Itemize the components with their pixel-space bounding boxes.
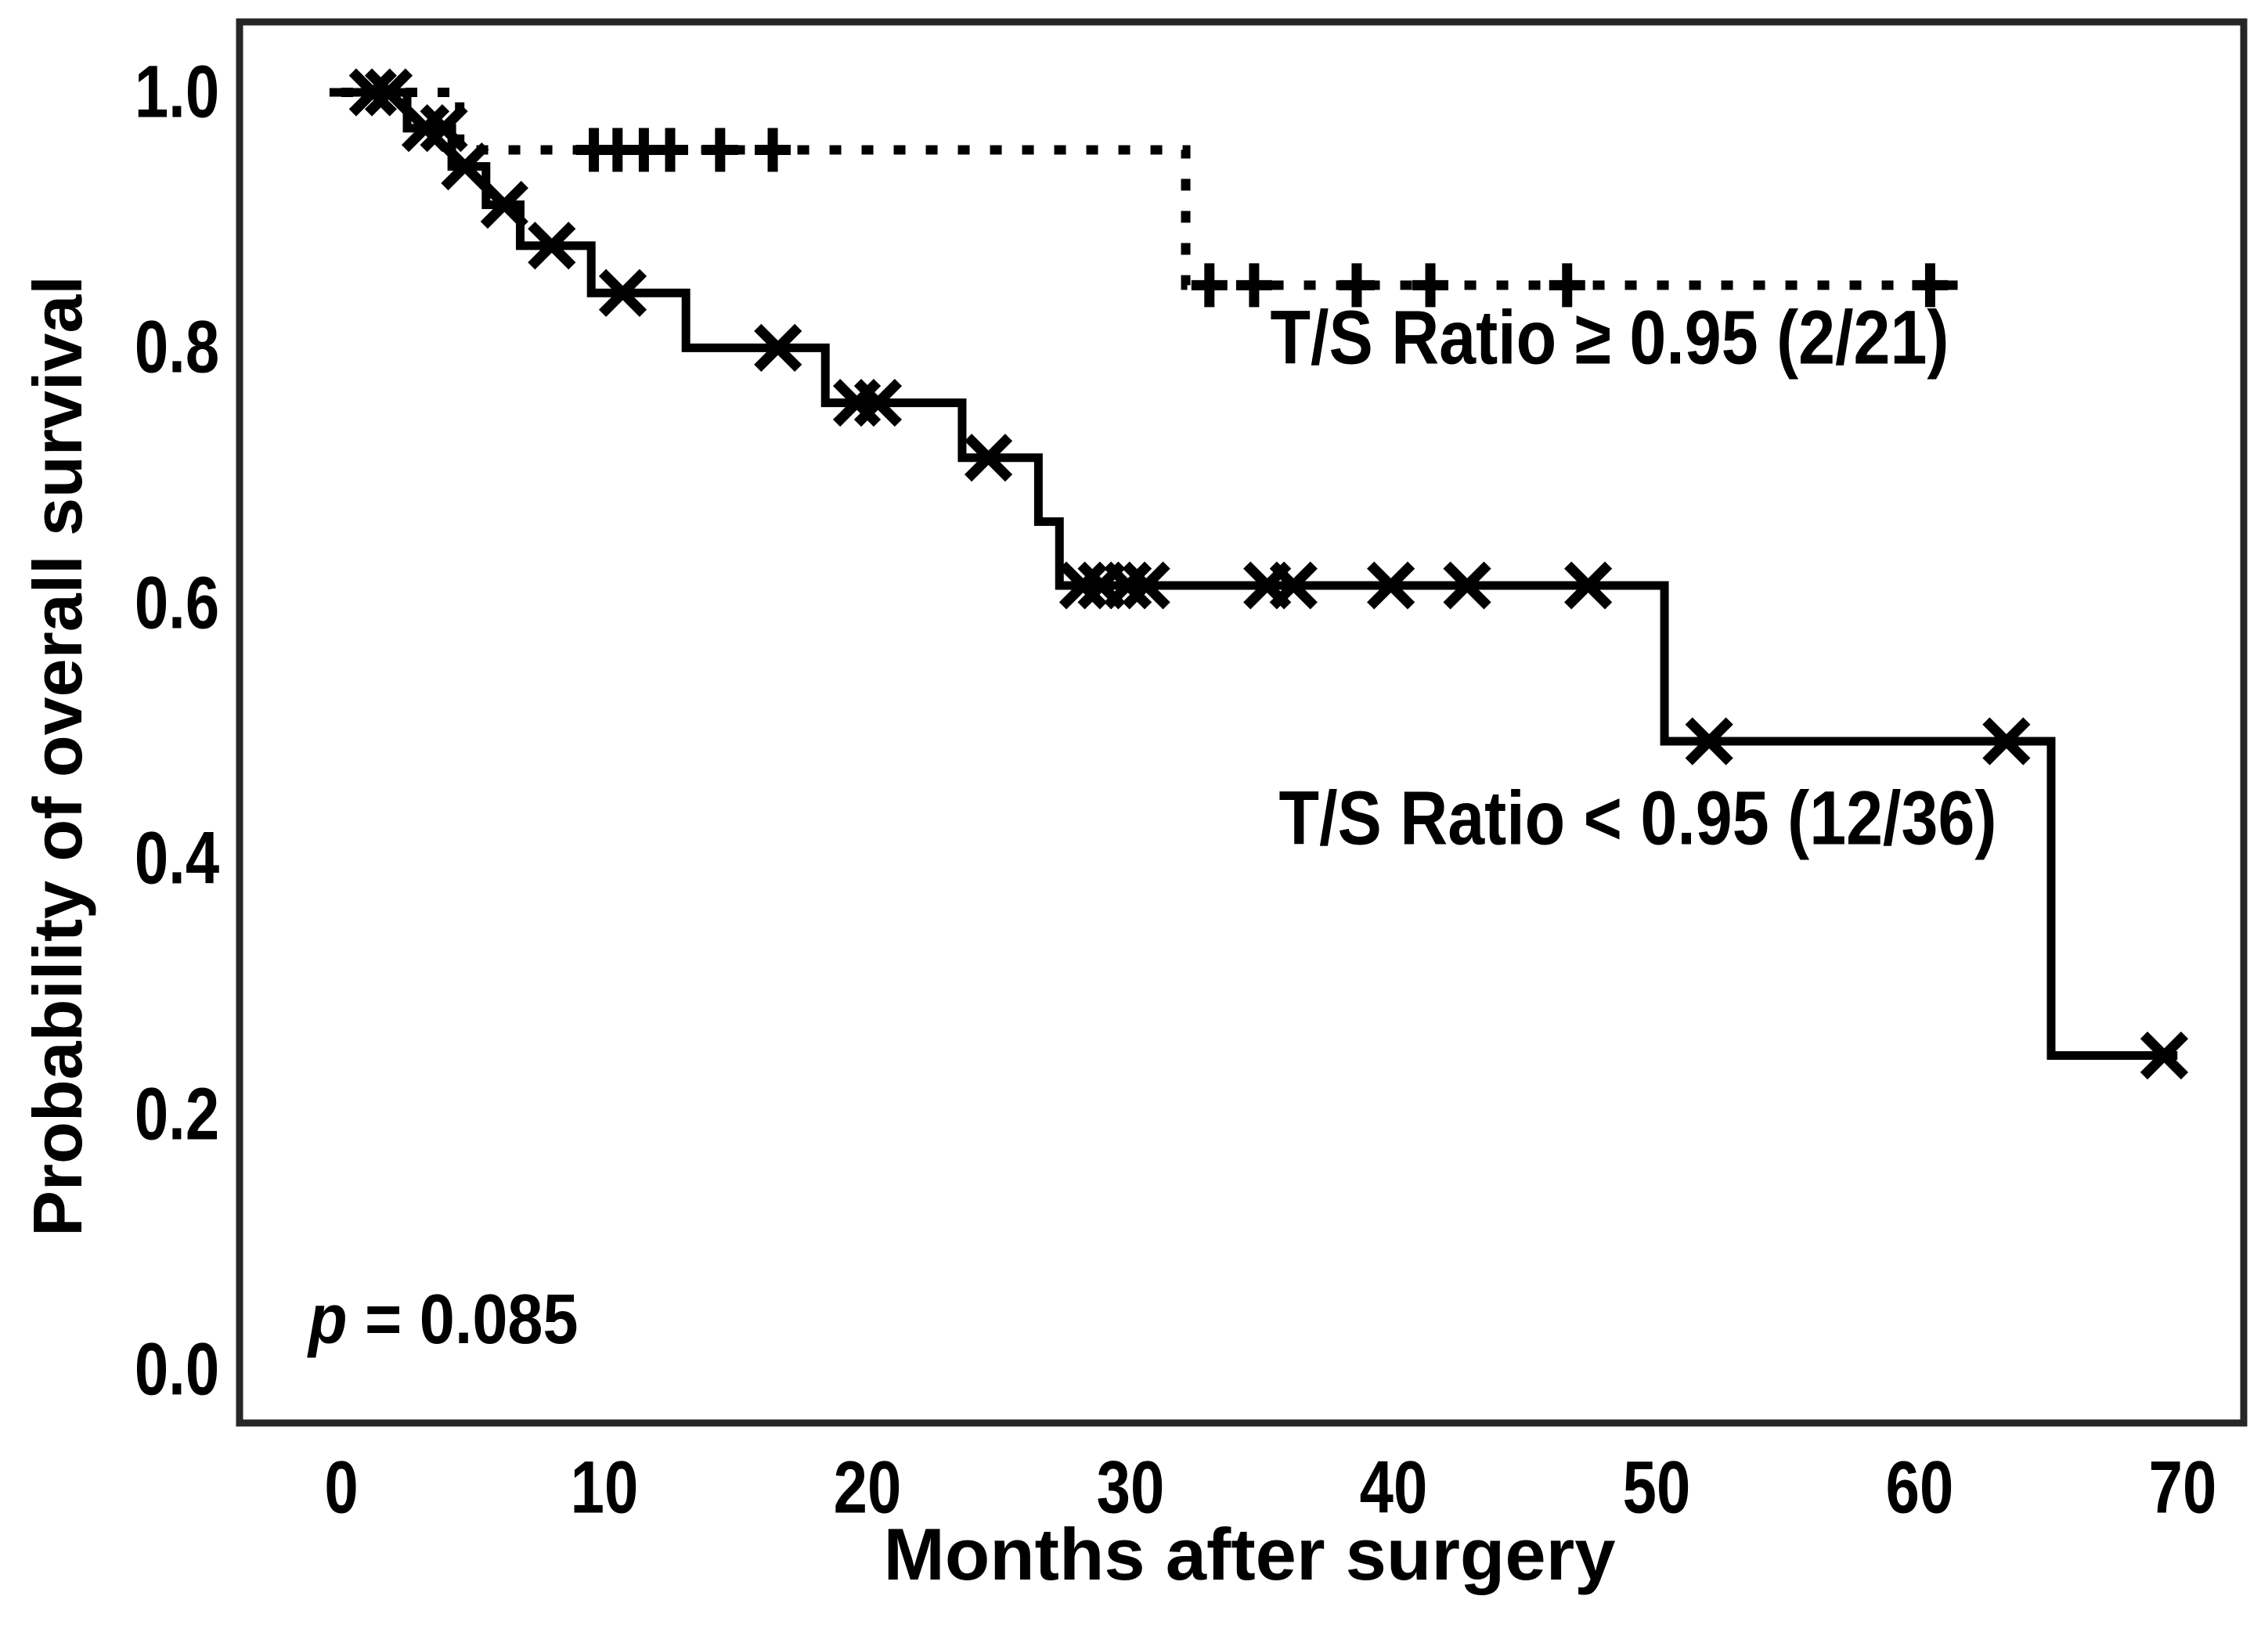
censor-x-mark (364, 68, 413, 117)
y-tick-label-0.2: 0.2 (134, 1072, 220, 1156)
censor-x-mark (1058, 561, 1108, 610)
y-tick-label-0.8: 0.8 (134, 305, 220, 389)
p-value-text: = 0.085 (347, 1281, 579, 1359)
censor-marks-low-ts-ratio (348, 68, 2189, 1080)
y-tick-label-0.6: 0.6 (134, 561, 220, 645)
censor-x-mark (441, 142, 489, 191)
x-tick-label-20: 20 (833, 1446, 902, 1529)
censor-x-mark (2140, 1031, 2189, 1080)
y-tick-label-0.4: 0.4 (134, 816, 220, 900)
censor-plus-mark (652, 128, 688, 172)
censor-x-mark (480, 181, 528, 229)
p-value-annotation: p = 0.085 (308, 1284, 579, 1355)
censor-x-mark (754, 323, 802, 372)
censor-plus-mark (1338, 263, 1375, 308)
series-label-low-ts-ratio: T/S Ratio < 0.95 (12/36) (1278, 775, 1997, 861)
x-tick-label-0: 0 (324, 1446, 359, 1529)
p-symbol: p (308, 1281, 348, 1359)
censor-x-mark (1443, 561, 1491, 610)
x-tick-label-30: 30 (1096, 1446, 1165, 1529)
km-curve-high-ts-ratio (341, 88, 1960, 290)
censor-marks-high-ts-ratio (575, 128, 1949, 308)
censor-plus-mark (701, 128, 738, 172)
censor-plus-mark (755, 128, 791, 172)
series-label-high-ts-ratio: T/S Ratio ≥ 0.95 (2/21) (1269, 294, 1949, 380)
censor-x-mark (528, 222, 576, 270)
censor-plus-mark (1412, 263, 1449, 308)
censor-plus-mark (1235, 263, 1272, 308)
censor-x-mark (420, 104, 468, 153)
censor-x-mark (1564, 561, 1613, 610)
censor-x-mark (1122, 561, 1170, 610)
censor-plus-mark (1549, 263, 1585, 308)
censor-x-mark (1269, 561, 1318, 610)
censor-x-mark (964, 434, 1013, 482)
censor-x-mark (598, 268, 647, 317)
censor-x-mark (853, 378, 903, 427)
censor-plus-mark (1912, 263, 1949, 308)
censor-x-mark (348, 68, 397, 117)
censor-x-mark (1104, 561, 1152, 610)
km-curve-low-ts-ratio (329, 88, 2178, 1061)
y-tick-label-1.0: 1.0 (134, 50, 220, 134)
x-tick-label-70: 70 (2148, 1446, 2217, 1529)
x-tick-label-10: 10 (570, 1446, 639, 1529)
y-tick-label-0.0: 0.0 (134, 1328, 220, 1411)
censor-x-mark (1685, 717, 1733, 766)
plot-border (236, 18, 2248, 1427)
censor-x-mark (1367, 561, 1415, 610)
x-tick-label-40: 40 (1359, 1446, 1428, 1529)
x-tick-label-60: 60 (1885, 1446, 1954, 1529)
x-axis-title: Months after surgery (883, 1513, 1616, 1595)
censor-x-mark (1982, 717, 2031, 766)
censor-x-mark (401, 104, 450, 153)
y-axis-title: Probability of overall survival (19, 276, 96, 1237)
censor-plus-mark (1191, 263, 1228, 308)
x-tick-label-50: 50 (1622, 1446, 1691, 1529)
